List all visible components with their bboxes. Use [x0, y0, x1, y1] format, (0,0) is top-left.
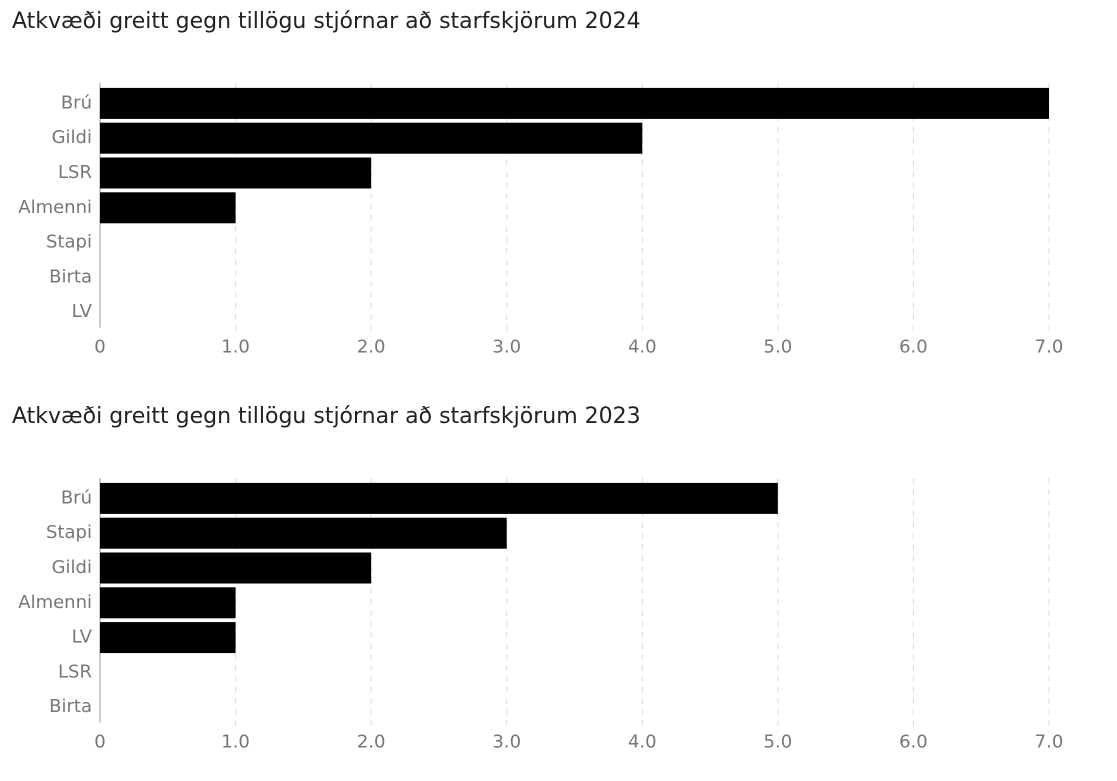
x-tick-label: 2.0	[357, 337, 386, 358]
x-tick-label: 2.0	[357, 732, 386, 753]
chart-title: Atkvæði greitt gegn tillögu stjórnar að …	[12, 9, 641, 34]
x-tick-label: 0	[94, 732, 105, 753]
x-tick-label: 4.0	[628, 337, 657, 358]
bar	[100, 87, 1049, 119]
y-tick-label: Brú	[61, 92, 92, 113]
x-tick-label: 3.0	[492, 337, 521, 358]
bar	[100, 552, 372, 584]
x-tick-label: 7.0	[1035, 337, 1064, 358]
y-tick-label: LSR	[58, 162, 92, 183]
x-tick-label: 5.0	[764, 732, 793, 753]
y-tick-label: Birta	[49, 266, 92, 287]
bar	[100, 622, 236, 654]
x-tick-label: 7.0	[1035, 732, 1064, 753]
y-tick-label: LSR	[58, 661, 92, 682]
y-tick-label: Almenni	[18, 197, 92, 218]
x-tick-label: 6.0	[899, 337, 928, 358]
y-tick-label: Stapi	[46, 232, 92, 253]
bar	[100, 482, 778, 514]
y-tick-label: LV	[72, 301, 93, 322]
y-tick-label: Gildi	[52, 557, 92, 578]
bar	[100, 587, 236, 619]
y-tick-label: Almenni	[18, 592, 92, 613]
y-tick-label: Stapi	[46, 522, 92, 543]
x-tick-label: 6.0	[899, 732, 928, 753]
y-tick-label: Birta	[49, 696, 92, 717]
y-tick-label: Gildi	[52, 127, 92, 148]
bar	[100, 122, 643, 154]
x-tick-label: 0	[94, 337, 105, 358]
bar	[100, 192, 236, 224]
bar	[100, 517, 507, 549]
y-tick-label: Brú	[61, 487, 92, 508]
chart-title: Atkvæði greitt gegn tillögu stjórnar að …	[12, 404, 641, 429]
x-tick-label: 4.0	[628, 732, 657, 753]
bar	[100, 157, 372, 189]
x-tick-label: 3.0	[492, 732, 521, 753]
x-tick-label: 1.0	[221, 732, 250, 753]
y-tick-label: LV	[72, 627, 93, 648]
x-tick-label: 5.0	[764, 337, 793, 358]
x-tick-label: 1.0	[221, 337, 250, 358]
